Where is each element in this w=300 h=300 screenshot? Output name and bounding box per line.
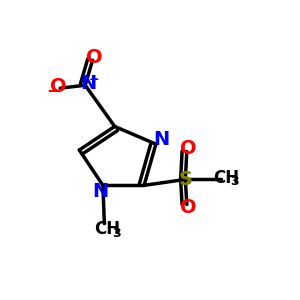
Text: N: N bbox=[154, 130, 170, 149]
Text: 3: 3 bbox=[112, 226, 121, 239]
Text: CH: CH bbox=[213, 169, 239, 187]
Text: O: O bbox=[50, 77, 67, 96]
Text: N: N bbox=[80, 74, 96, 93]
Text: −: − bbox=[46, 81, 60, 99]
Text: O: O bbox=[180, 139, 196, 158]
Text: S: S bbox=[178, 170, 192, 189]
Text: CH: CH bbox=[94, 220, 120, 238]
Text: +: + bbox=[88, 74, 99, 86]
Text: O: O bbox=[180, 198, 196, 217]
Text: N: N bbox=[92, 182, 108, 201]
Text: O: O bbox=[86, 48, 102, 67]
Text: 3: 3 bbox=[230, 175, 239, 188]
